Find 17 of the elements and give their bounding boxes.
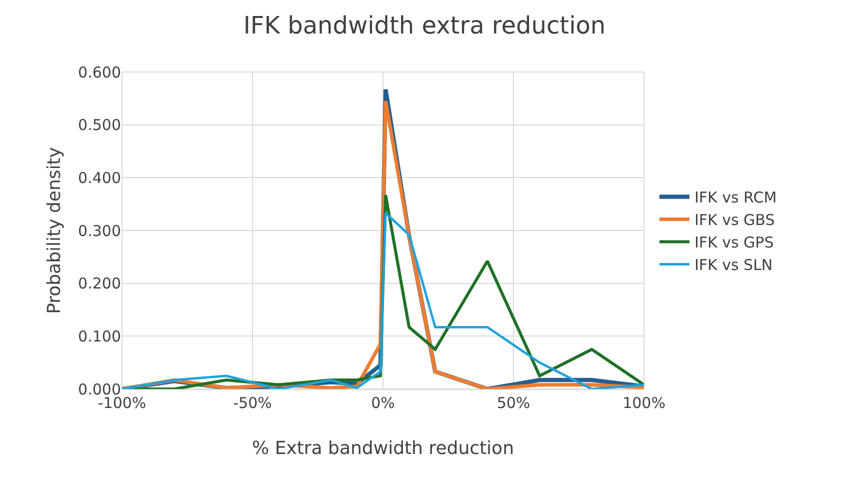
- y-tick-label: 0.200: [78, 274, 121, 293]
- x-axis-title: % Extra bandwidth reduction: [252, 438, 514, 460]
- y-tick-label: 0.500: [78, 116, 121, 134]
- legend-label: IFK vs GBS: [694, 211, 775, 230]
- x-tick-label: -50%: [233, 394, 272, 412]
- legend-label: IFK vs GPS: [694, 234, 774, 252]
- legend-label: IFK vs SLN: [694, 256, 773, 274]
- y-axis-title: Probability density: [44, 146, 66, 314]
- x-tick-label: 0%: [371, 394, 395, 412]
- y-tick-label: 0.600: [78, 63, 121, 82]
- x-tick-label: 50%: [496, 394, 530, 412]
- y-tick-label: 0.100: [78, 327, 121, 346]
- legend-label: IFK vs RCM: [694, 188, 777, 207]
- chart-title: IFK bandwidth extra reduction: [243, 12, 606, 40]
- y-tick-label: 0.400: [78, 168, 121, 187]
- y-tick-label: 0.300: [78, 222, 121, 240]
- x-tick-label: 100%: [622, 394, 666, 412]
